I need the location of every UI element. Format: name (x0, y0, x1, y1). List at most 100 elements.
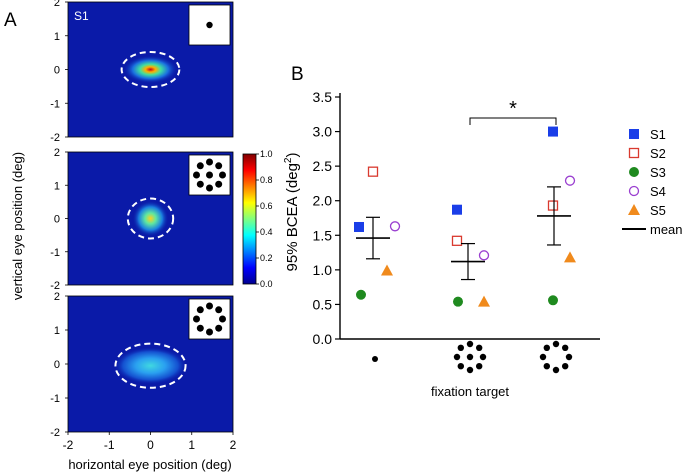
legend-label: mean (650, 222, 683, 237)
colorbar-tick-label: 0.0 (260, 279, 273, 289)
category-icon-ring-dot (552, 366, 560, 374)
colorbar-tick-label: 0.2 (260, 253, 273, 263)
fixation-density-blob (132, 200, 169, 237)
ring-dot-icon (196, 324, 204, 332)
legend-marker-s3 (629, 167, 639, 177)
legend-label: S2 (650, 146, 666, 161)
category-icon-ring-dot (543, 344, 551, 352)
category-icon-ring-dot (565, 353, 573, 361)
y-tick-label: 1 (54, 31, 60, 43)
heatmap-panel-1: 2 1 0 -1 -2 S1 (50, 0, 234, 144)
legend-marker-s5 (628, 204, 640, 215)
panel-a-letter: A (4, 10, 17, 31)
category-icon-ring-dot (561, 362, 569, 370)
category-icon-center-dot (466, 353, 474, 361)
x-tick-label: -1 (104, 438, 115, 452)
ylabel-close: ) (284, 153, 301, 158)
category-icon-ring-dot (561, 344, 569, 352)
y-tick-label: 1.0 (313, 262, 333, 278)
ring-dot-icon (219, 171, 226, 179)
y-tick-label: 2.0 (313, 193, 333, 209)
category-icon-ring-dot (466, 340, 474, 348)
y-tick-label: 1 (54, 180, 60, 192)
category-icon-ring-dot (552, 340, 560, 348)
x-tick-label: 2 (230, 438, 237, 452)
colorbar (242, 153, 257, 285)
bcea-ellipse (126, 197, 175, 240)
legend-label: S4 (650, 184, 666, 199)
colorbar-tick-label: 0.6 (260, 201, 273, 211)
ring-dot-icon (215, 324, 223, 332)
x-tick-label: 1 (188, 438, 195, 452)
single-dot-target-icon (206, 21, 213, 29)
ring-dot-icon (206, 184, 213, 192)
bcea-ellipse (114, 342, 187, 389)
subject-label: S1 (74, 9, 89, 23)
y-tick-label: 1.5 (313, 227, 333, 243)
x-tick-label: -2 (63, 438, 74, 452)
data-point-s1 (548, 126, 558, 137)
ring-dot-icon (196, 180, 204, 188)
y-tick-label: 2.5 (313, 158, 333, 174)
ring-dot-icon (206, 302, 213, 310)
panel-b-xlabel: fixation target (431, 384, 509, 399)
data-point-s2 (451, 235, 463, 246)
panel-a-xlabel: horizontal eye position (deg) (68, 457, 231, 472)
ring-dot-icon (215, 306, 223, 314)
data-point-s5 (478, 295, 490, 307)
y-tick-label: 3.5 (313, 89, 333, 105)
data-point-s3 (453, 296, 463, 307)
data-point-s2 (547, 200, 559, 211)
fixation-density-blob (113, 346, 188, 385)
data-point-s4 (478, 250, 490, 261)
ring-dot-icon (193, 171, 200, 179)
ring-dot-icon (196, 162, 204, 170)
category-icon-ring-dot (466, 366, 474, 374)
data-point-s1 (354, 221, 364, 232)
y-tick-label: 2 (54, 291, 60, 303)
y-tick-label: 0 (54, 359, 60, 371)
ylabel-main: 95% BCEA (deg (284, 163, 301, 271)
mean-errorbar-group (451, 242, 485, 281)
y-tick-label: 0 (54, 65, 60, 77)
bcea-chart: 0.0 0.5 1.0 1.5 2.0 2.5 3.0 3.5 * (313, 89, 600, 374)
heatmap-panel-2: 2 1 0 -1 -2 (50, 147, 234, 292)
category-icon-ring-dot (475, 344, 483, 352)
category-icon-ring-dot (539, 353, 547, 361)
ring-dot-icon (215, 180, 223, 188)
data-point-s4 (564, 175, 576, 186)
ring-dot-icon (193, 315, 200, 323)
colorbar-tick-label: 0.4 (260, 227, 273, 237)
category-icon-ring-dot (457, 344, 465, 352)
mean-errorbar-group (537, 186, 571, 246)
bcea-ellipse (120, 50, 181, 89)
colorbar-tick-label: 0.8 (260, 175, 273, 185)
x-tick-label: 0 (147, 438, 154, 452)
data-point-s5 (564, 251, 576, 263)
legend-label: S3 (650, 165, 666, 180)
ylabel-sup: 2 (283, 157, 294, 163)
category-icon-single-dot (372, 356, 378, 362)
panel-a-ylabel: vertical eye position (deg) (10, 152, 25, 300)
legend: S1 S2 S3 S4 S5 mean (622, 127, 683, 237)
category-icon-ring-dot (475, 362, 483, 370)
y-tick-label: -2 (50, 280, 60, 292)
heatmap-panel-3: 2 1 0 -1 -2 (50, 291, 234, 439)
colorbar-ticks: 1.0 0.8 0.6 0.4 0.2 0.0 (256, 149, 273, 289)
ring-dot-icon (196, 306, 204, 314)
y-tick-label: -2 (50, 427, 60, 439)
y-tick-label: 0.0 (313, 331, 333, 347)
legend-label: S5 (650, 203, 666, 218)
y-tick-label: 1 (54, 325, 60, 337)
data-point-s5 (381, 264, 393, 276)
category-icon-ring-dot (457, 362, 465, 370)
data-point-s1 (452, 204, 462, 215)
significance-bracket (469, 117, 557, 125)
ring-dot-icon (219, 315, 226, 323)
y-tick-label: 2 (54, 0, 60, 9)
y-tick-label: -1 (50, 393, 60, 405)
y-tick-label: 0 (54, 214, 60, 226)
y-tick-label: 0.5 (313, 296, 333, 312)
legend-marker-s2 (628, 147, 640, 159)
ring-dot-icon (215, 162, 223, 170)
